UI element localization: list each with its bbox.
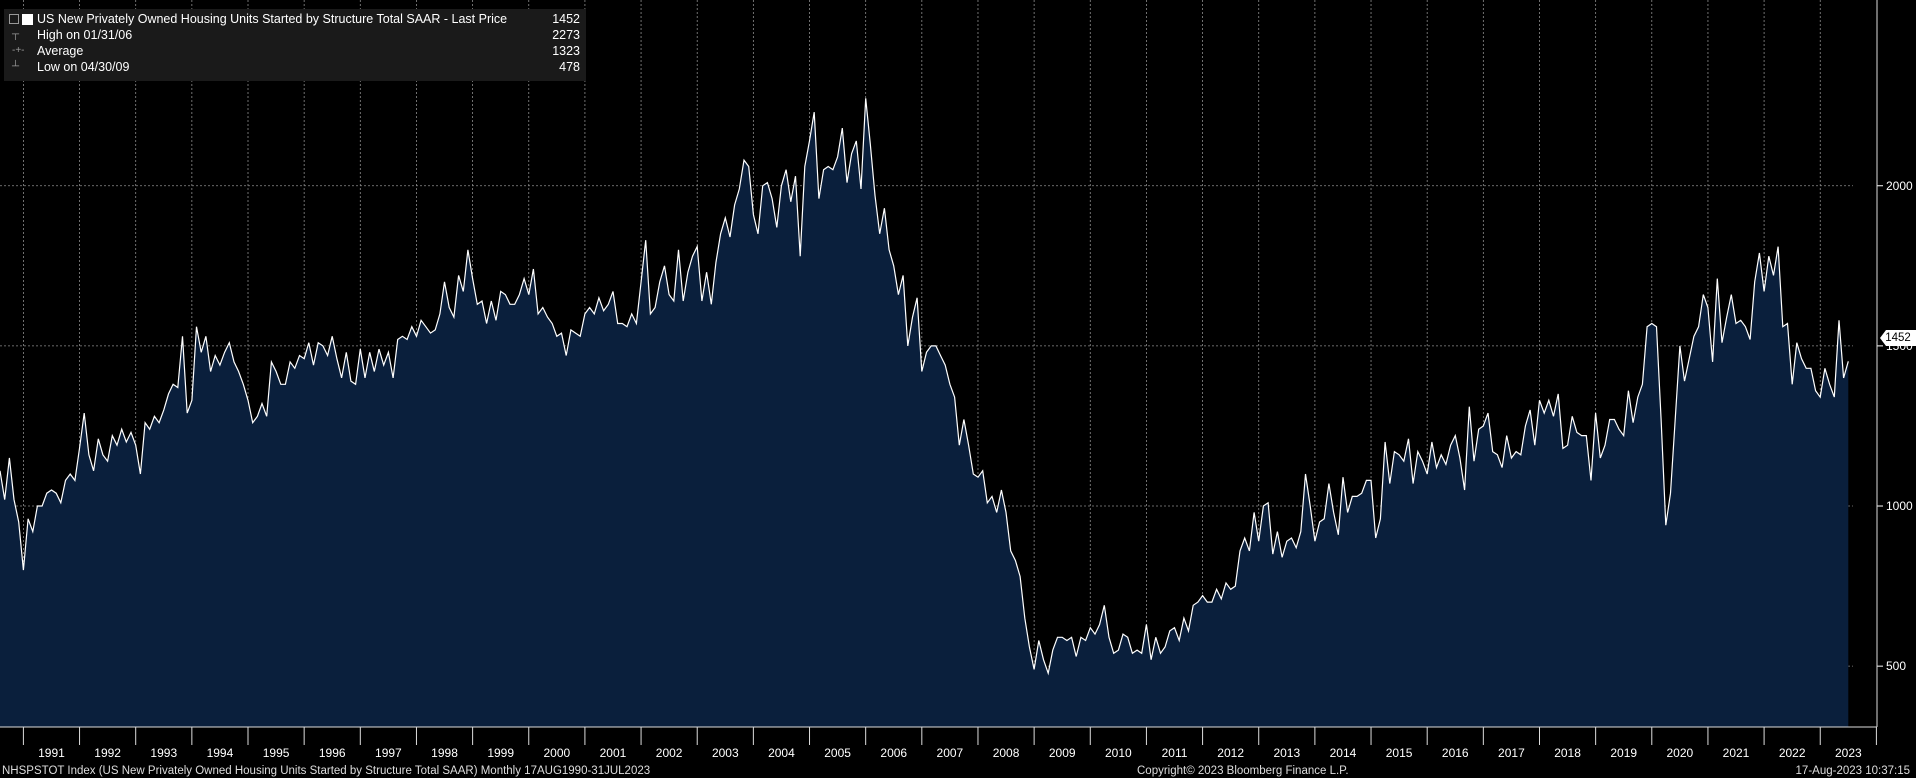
series-area <box>0 98 1849 728</box>
legend-high: ┬ High on 01/31/06 2273 <box>4 27 586 43</box>
x-tick-label: 2014 <box>1330 746 1357 760</box>
legend-high-value: 2273 <box>552 28 580 42</box>
x-tick-label: 2012 <box>1217 746 1244 760</box>
legend-high-label: High on 01/31/06 <box>37 28 133 42</box>
x-tick-label: 2000 <box>543 746 570 760</box>
x-tick-label: 1991 <box>38 746 65 760</box>
x-tick-label: 2008 <box>993 746 1020 760</box>
series-line <box>0 98 1849 676</box>
x-tick-label: 2022 <box>1779 746 1806 760</box>
low-marker-icon: ┴ <box>12 61 20 72</box>
x-tick-label: 2017 <box>1498 746 1525 760</box>
x-tick-label: 1993 <box>150 746 177 760</box>
collapse-box-icon[interactable] <box>9 14 19 24</box>
x-tick-label: 1992 <box>94 746 121 760</box>
series-color-swatch <box>22 14 33 25</box>
average-marker-icon: -+- <box>12 45 25 56</box>
x-tick-label: 1997 <box>375 746 402 760</box>
x-tick-label: 2018 <box>1554 746 1581 760</box>
legend-low-value: 478 <box>559 60 580 74</box>
legend-title: US New Privately Owned Housing Units Sta… <box>37 12 508 26</box>
x-axis-band <box>0 727 1916 764</box>
legend-average-label: Average <box>37 44 84 58</box>
y-tick-label: 2000 <box>1886 179 1913 193</box>
footer-ticker-info: NHSPSTOT Index (US New Privately Owned H… <box>2 765 651 777</box>
x-tick-label: 2009 <box>1049 746 1076 760</box>
x-tick-label: 2001 <box>600 746 627 760</box>
high-marker-icon: ┬ <box>12 29 20 40</box>
x-tick-label: 2010 <box>1105 746 1132 760</box>
x-tick-label: 2004 <box>768 746 795 760</box>
x-tick-label: 2005 <box>824 746 851 760</box>
legend: US New Privately Owned Housing Units Sta… <box>4 9 586 81</box>
x-axis: 1991 1992 1993 1994 1995 1996 1997 1998 1999 2000… <box>0 726 1916 764</box>
x-tick-label: 2020 <box>1667 746 1694 760</box>
x-tick-label: 2016 <box>1442 746 1469 760</box>
x-tick-label: 2021 <box>1723 746 1750 760</box>
y-axis: 500100015002000 <box>1876 0 1913 745</box>
x-tick-label: 2003 <box>712 746 739 760</box>
x-tick-label: 2006 <box>880 746 907 760</box>
x-tick-label: 1995 <box>263 746 290 760</box>
y-tick-label: 1000 <box>1886 499 1913 513</box>
last-price-tag: 1452 <box>1880 330 1916 346</box>
x-tick-label: 1999 <box>487 746 514 760</box>
x-tick-label: 2015 <box>1386 746 1413 760</box>
legend-average: -+- Average 1323 <box>4 43 586 59</box>
x-tick-label: 2007 <box>937 746 964 760</box>
x-tick-label: 2002 <box>656 746 683 760</box>
footer-copyright: Copyright© 2023 Bloomberg Finance L.P. <box>1137 765 1349 777</box>
x-tick-label: 1994 <box>207 746 234 760</box>
x-tick-label: 1998 <box>431 746 458 760</box>
x-tick-label: 2011 <box>1162 746 1188 760</box>
footer-timestamp: 17-Aug-2023 10:37:15 <box>1795 765 1910 777</box>
legend-low-label: Low on 04/30/09 <box>37 60 130 74</box>
y-tick-label: 500 <box>1886 659 1906 673</box>
legend-average-value: 1323 <box>552 44 580 58</box>
x-tick-label: 2013 <box>1273 746 1300 760</box>
x-tick-label: 2019 <box>1610 746 1637 760</box>
legend-last-value: 1452 <box>552 12 580 26</box>
x-tick-label: 2023 <box>1835 746 1862 760</box>
x-tick-label: 1996 <box>319 746 346 760</box>
legend-low: ┴ Low on 04/30/09 478 <box>4 59 586 75</box>
legend-series[interactable]: US New Privately Owned Housing Units Sta… <box>4 11 586 27</box>
